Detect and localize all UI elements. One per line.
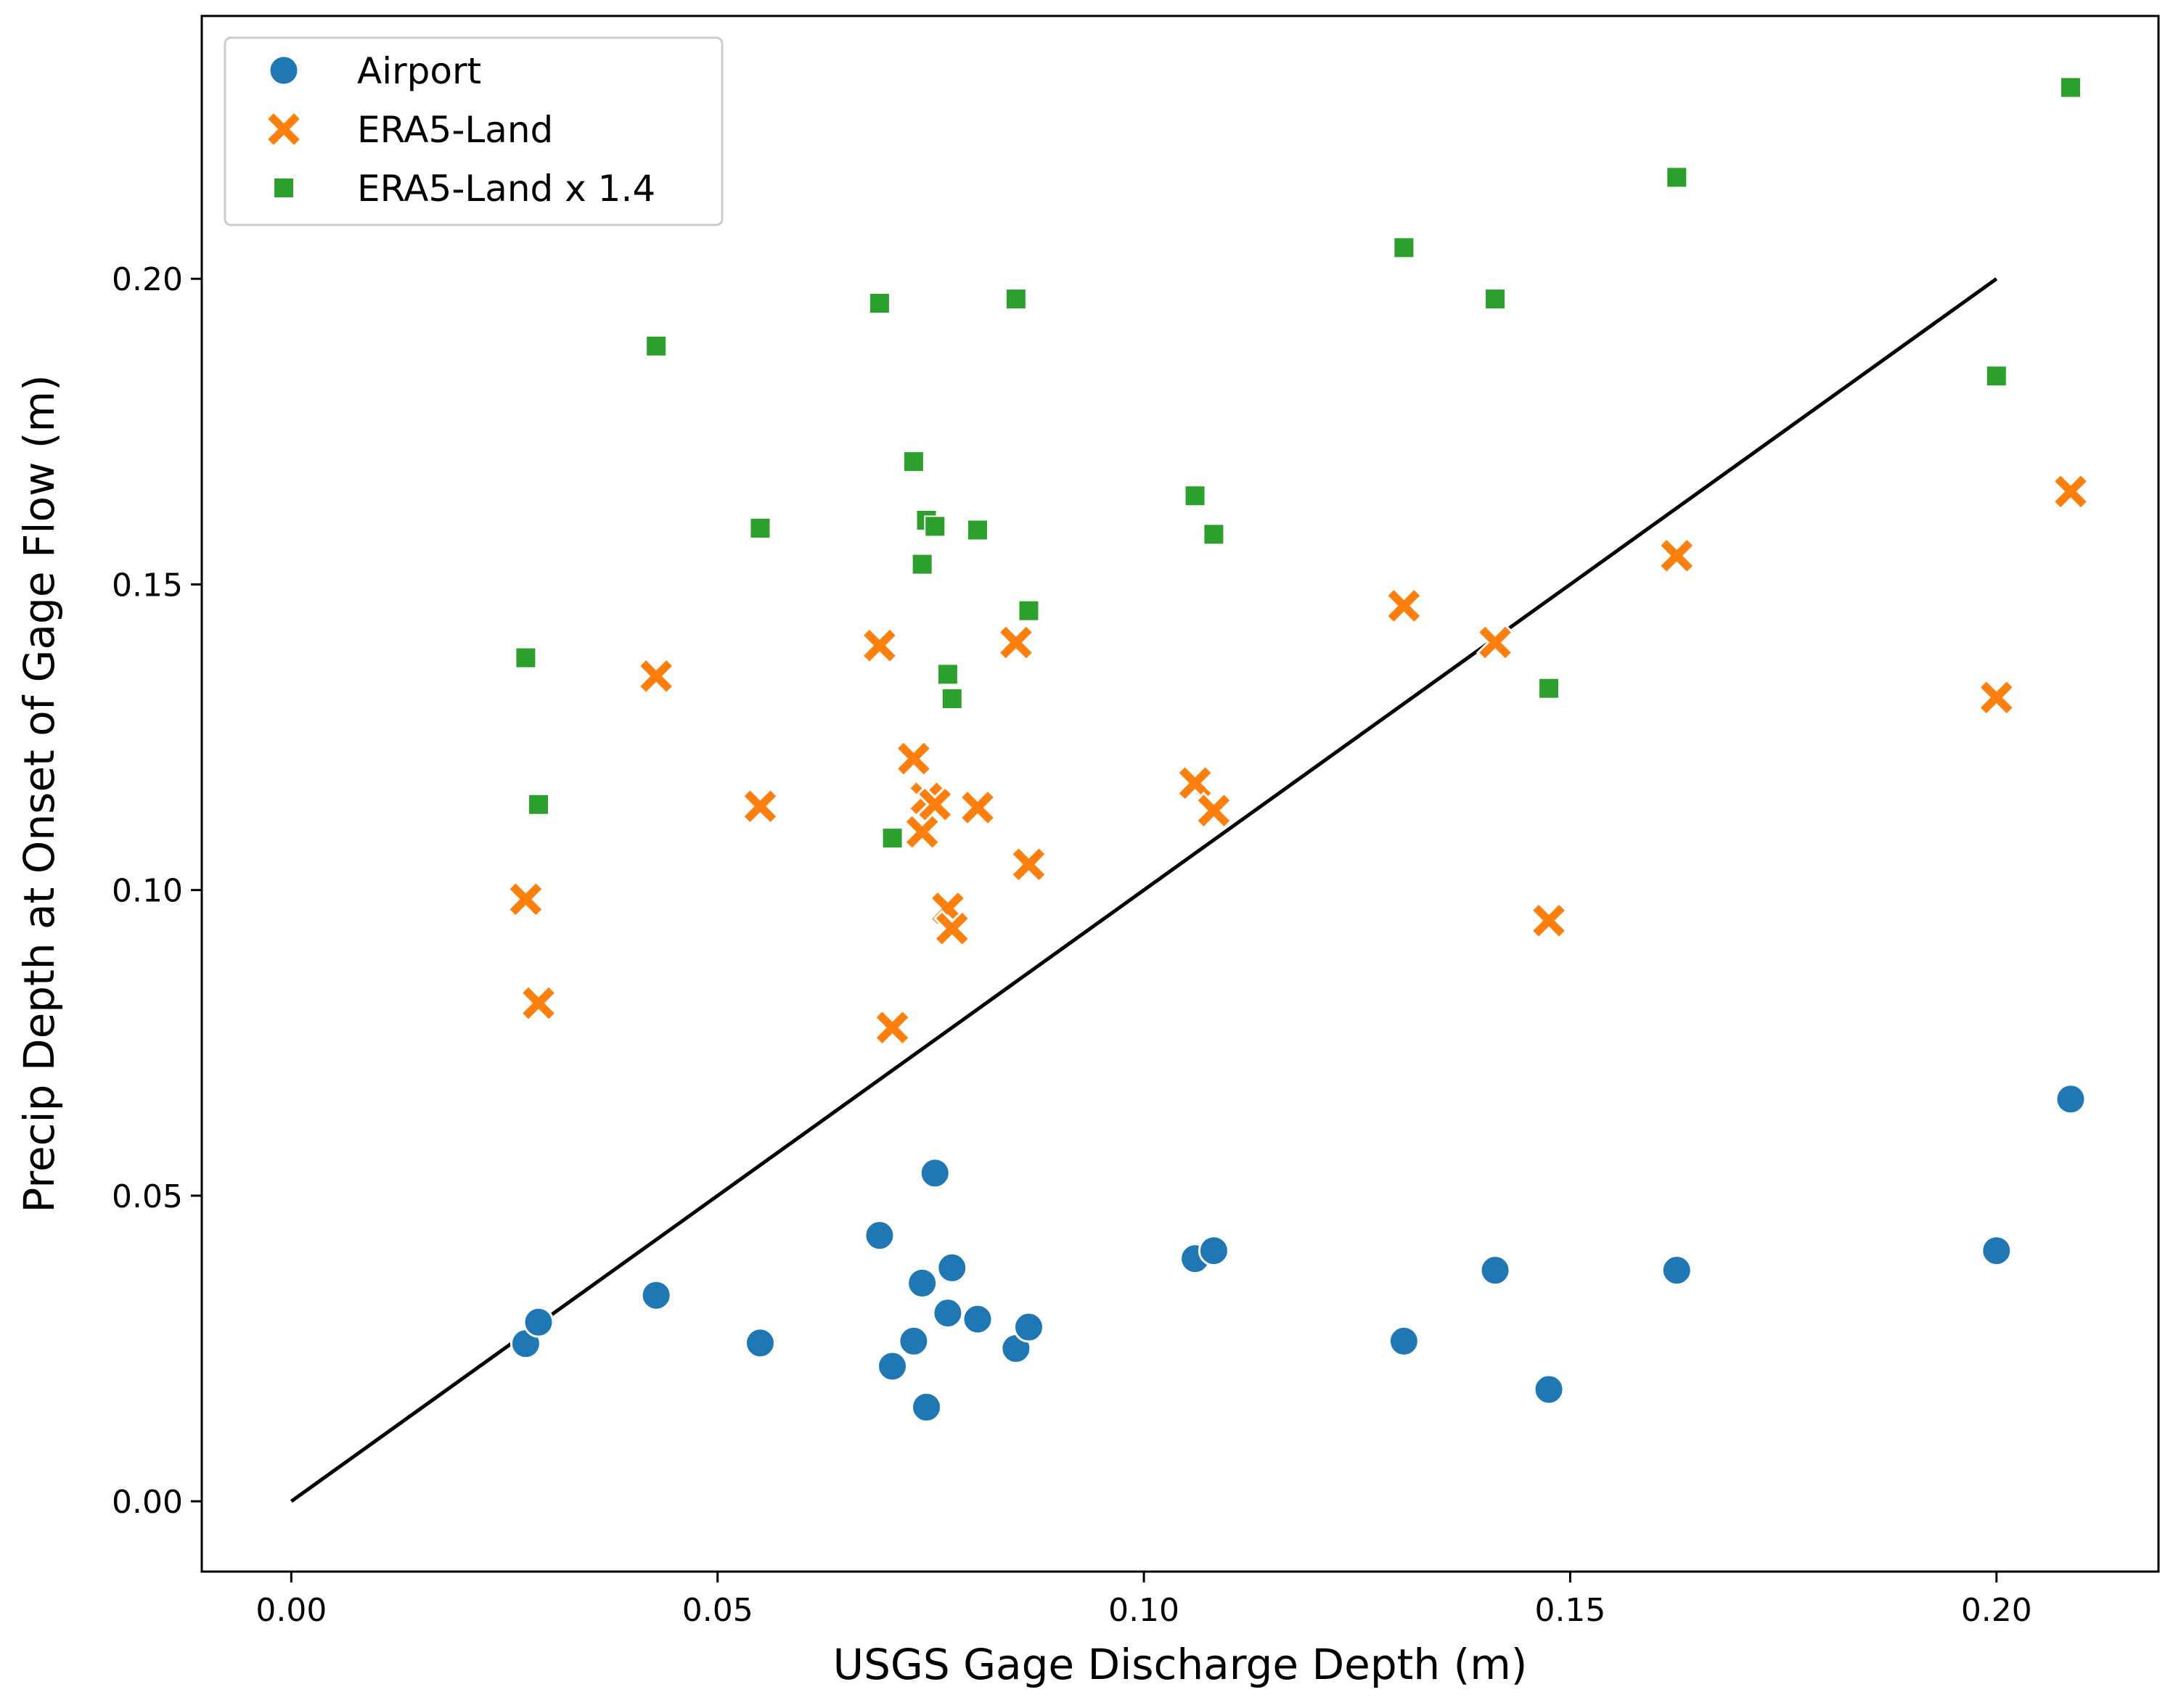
era5-land-x1.4-point <box>967 519 989 541</box>
era5-land-x1.4-point <box>1184 485 1206 507</box>
era5-land-x1.4-point <box>1004 288 1027 311</box>
era5-land-x1.4-point <box>1203 523 1225 546</box>
era5-land-x1.4-point <box>924 515 946 538</box>
era5-land-point <box>1977 678 2016 717</box>
era5-land-x1.4-point <box>1666 166 1688 189</box>
x-axis-label: USGS Gage Discharge Depth (m) <box>833 1640 1528 1689</box>
airport-point <box>911 1391 943 1423</box>
era5-land-point <box>741 787 779 826</box>
x-tick-label: 0.20 <box>1961 1592 2032 1629</box>
data-points-layer <box>507 76 2090 1423</box>
legend: Airport ERA5-Land ERA5-Land x 1.4 <box>224 36 724 226</box>
era5-land-x1.4-point <box>1393 237 1415 259</box>
era5-land-point <box>1530 901 1568 940</box>
y-tick-label: 0.20 <box>112 261 183 298</box>
y-tick-label: 0.10 <box>112 873 183 910</box>
airport-point <box>1533 1374 1565 1405</box>
era5-land-x1.4-point <box>868 292 891 314</box>
era5-land-point <box>1176 764 1214 802</box>
era5-land-point <box>903 813 941 851</box>
airport-point <box>1198 1235 1229 1267</box>
y-tick-label: 0.15 <box>112 567 183 604</box>
era5-land-x1.4-point <box>1985 365 2008 387</box>
era5-land-point <box>873 1009 912 1047</box>
era5-land-x1.4-point <box>749 517 772 539</box>
y-tick-label: 0.00 <box>112 1484 183 1521</box>
airport-point <box>919 1157 951 1189</box>
airport-point <box>640 1279 672 1311</box>
era5-land-point <box>997 623 1035 662</box>
airport-point <box>932 1297 964 1329</box>
airport-point <box>907 1267 938 1299</box>
legend-label: Airport <box>357 50 481 92</box>
legend-label: ERA5-Land <box>357 109 553 151</box>
airport-point <box>1479 1255 1511 1286</box>
era5-land-point <box>958 788 997 826</box>
x-tick-label: 0.00 <box>255 1592 327 1629</box>
era5-land-point <box>894 739 933 778</box>
y-tick-label: 0.05 <box>112 1178 183 1215</box>
era5-land-x1.4-point <box>1484 288 1507 311</box>
era5-land-x1.4-point <box>2060 76 2082 99</box>
era5-land-x1.4-point <box>881 827 904 850</box>
era5-land-point <box>637 657 676 695</box>
era5-land-point <box>860 626 899 665</box>
era5-land-x1.4-point <box>902 451 925 473</box>
era5-land-point <box>1010 845 1048 884</box>
airport-point <box>2055 1083 2087 1115</box>
legend-item: ERA5-Land x 1.4 <box>273 168 655 210</box>
airport-point <box>1012 1311 1044 1343</box>
era5-land-x1.4-point <box>1018 599 1040 622</box>
era5-land-x1.4-point <box>1538 677 1560 699</box>
era5-land-point <box>1195 792 1233 830</box>
legend-marker <box>268 54 300 86</box>
series-era5-land-x-1-4 <box>515 76 2082 850</box>
legend-item: ERA5-Land <box>264 109 553 151</box>
era5-land-point <box>1385 586 1423 625</box>
x-tick-label: 0.15 <box>1534 1592 1605 1629</box>
x-tick-label: 0.10 <box>1108 1592 1179 1629</box>
airport-point <box>744 1327 776 1359</box>
era5-land-x1.4-point <box>515 646 537 669</box>
legend-box <box>224 36 724 226</box>
y-axis-ticks: 0.00 0.05 0.10 0.15 0.20 <box>112 261 202 1521</box>
series-era5-land <box>507 472 2090 1047</box>
era5-land-point <box>2051 472 2090 511</box>
airport-point <box>877 1350 909 1382</box>
era5-land-x1.4-point <box>911 553 933 575</box>
airport-point <box>936 1252 968 1284</box>
era5-land-point <box>1658 536 1696 575</box>
airport-point <box>864 1220 896 1252</box>
airport-point <box>1388 1325 1420 1357</box>
series-airport <box>510 1083 2087 1423</box>
y-axis-label: Precip Depth at Onset of Gage Flow (m) <box>15 374 64 1212</box>
era5-land-x1.4-point <box>645 334 668 357</box>
airport-point <box>898 1325 930 1357</box>
era5-land-x1.4-point <box>941 688 963 710</box>
x-tick-label: 0.05 <box>682 1592 753 1629</box>
era5-land-point <box>933 909 971 948</box>
reference-line-layer <box>290 277 1998 1503</box>
airport-point <box>523 1306 554 1338</box>
airport-point <box>1981 1235 2013 1267</box>
plot-area-frame <box>200 15 2160 1573</box>
airport-point <box>962 1303 994 1335</box>
airport-point <box>1661 1255 1693 1286</box>
era5-land-point <box>507 880 545 919</box>
era5-land-x1.4-point <box>528 793 550 816</box>
era5-land-point <box>519 984 558 1022</box>
era5-land-point <box>1476 623 1515 662</box>
legend-marker <box>264 110 303 149</box>
era5-land-x1.4-point <box>936 663 959 686</box>
x-axis-ticks: 0.00 0.05 0.10 0.15 0.20 <box>255 1572 2032 1629</box>
era5-land-point <box>916 785 954 824</box>
reference-line <box>290 277 1998 1503</box>
legend-label: ERA5-Land x 1.4 <box>357 168 655 210</box>
legend-marker <box>273 177 295 199</box>
legend-item: Airport <box>268 50 481 92</box>
